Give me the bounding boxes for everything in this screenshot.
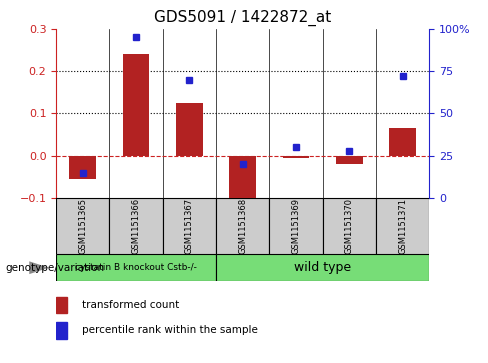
Text: GSM1151371: GSM1151371	[398, 198, 407, 254]
Polygon shape	[29, 261, 49, 274]
Text: percentile rank within the sample: percentile rank within the sample	[82, 325, 258, 335]
Title: GDS5091 / 1422872_at: GDS5091 / 1422872_at	[154, 10, 331, 26]
Bar	[323, 198, 376, 254]
Bar	[123, 54, 149, 156]
Bar	[176, 103, 203, 156]
Bar	[336, 156, 363, 164]
Bar	[56, 322, 67, 339]
Text: transformed count: transformed count	[82, 300, 180, 310]
Bar	[163, 198, 216, 254]
Text: GSM1151365: GSM1151365	[78, 198, 87, 254]
Bar	[283, 156, 309, 158]
Bar	[56, 254, 216, 281]
Bar	[376, 198, 429, 254]
Bar	[229, 156, 256, 200]
Text: GSM1151368: GSM1151368	[238, 198, 247, 254]
Text: GSM1151369: GSM1151369	[292, 198, 301, 254]
Bar	[56, 198, 109, 254]
Text: wild type: wild type	[294, 261, 351, 274]
Bar	[216, 198, 269, 254]
Bar	[269, 198, 323, 254]
Text: cystatin B knockout Cstb-/-: cystatin B knockout Cstb-/-	[75, 263, 197, 272]
Bar	[109, 198, 163, 254]
Bar	[216, 254, 429, 281]
Bar	[69, 156, 96, 179]
Bar	[56, 297, 67, 313]
Bar	[389, 128, 416, 156]
Text: GSM1151367: GSM1151367	[185, 198, 194, 254]
Text: genotype/variation: genotype/variation	[5, 263, 104, 273]
Text: GSM1151366: GSM1151366	[132, 198, 141, 254]
Text: GSM1151370: GSM1151370	[345, 198, 354, 254]
